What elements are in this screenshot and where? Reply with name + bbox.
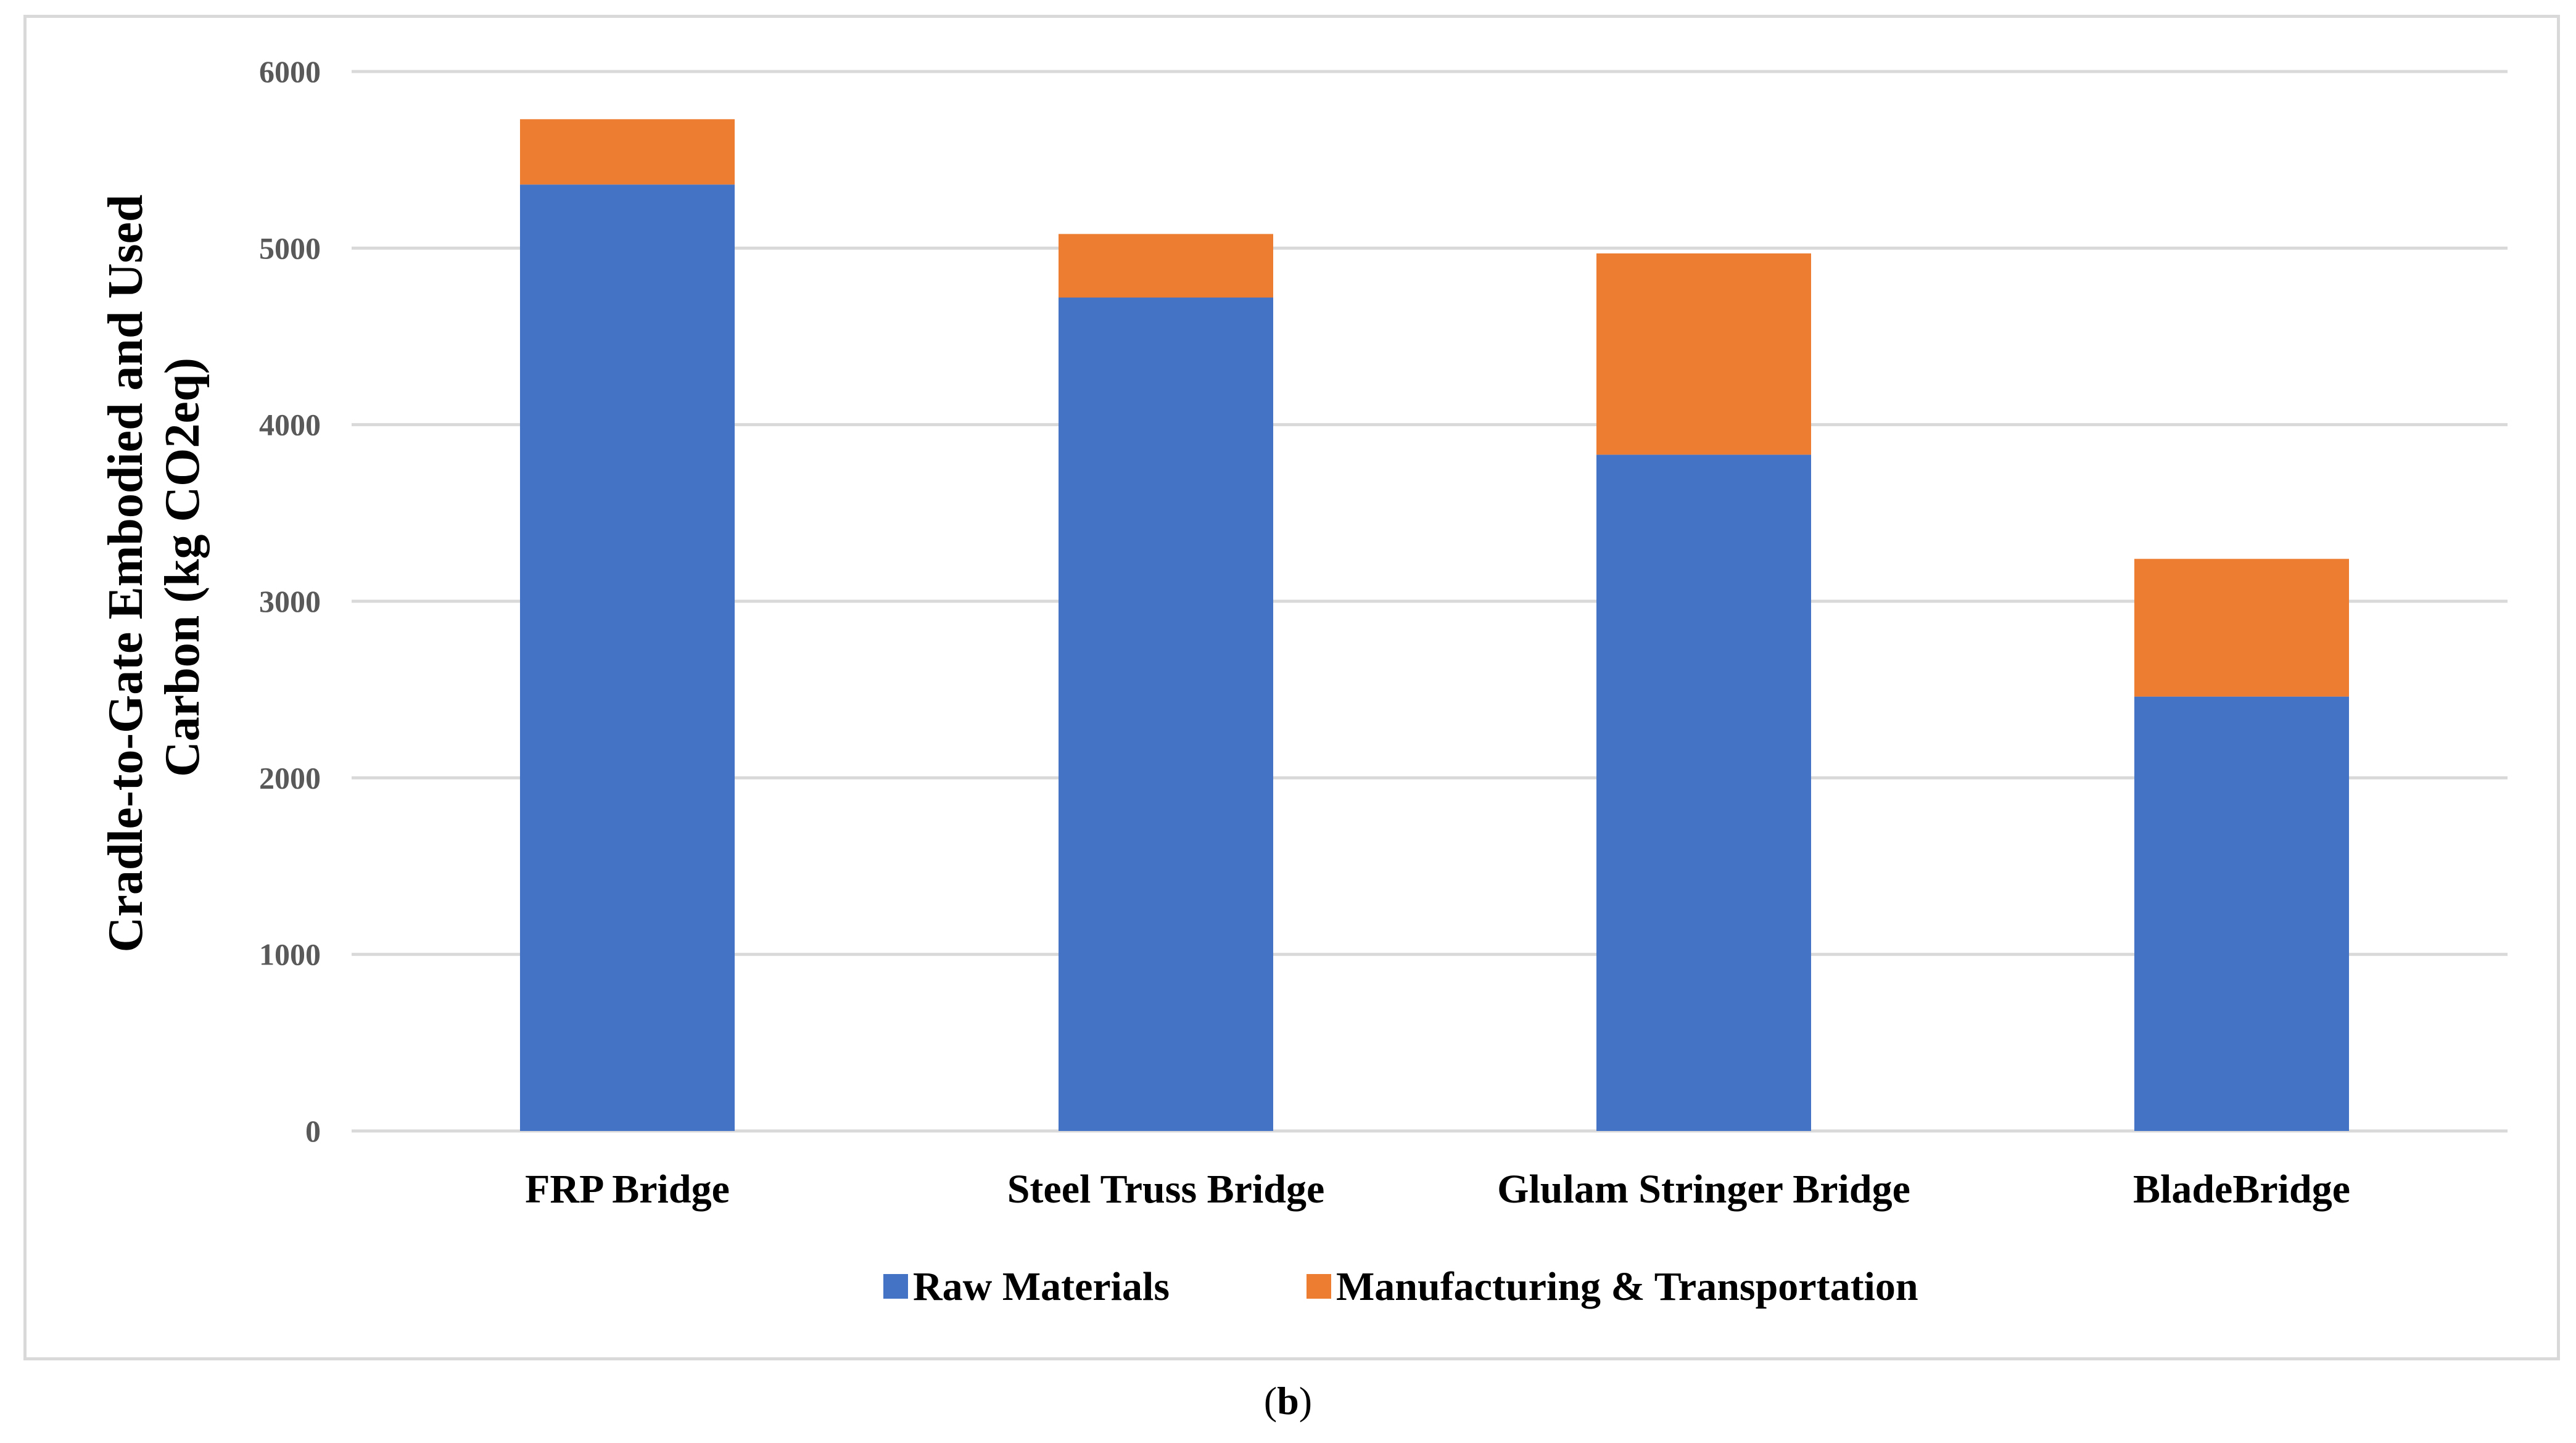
- bar-manufacturing-transportation-3: [1596, 253, 1811, 455]
- stacked-bar-chart: 0 1000 2000 3000 4000 5000 6000 FRP Bridge Stee…: [99, 54, 2508, 1309]
- caption-letter: b: [1277, 1379, 1299, 1423]
- figure-caption: (b): [0, 1378, 2576, 1424]
- x-axis-categories: FRP Bridge Steel Truss Bridge Glulam Strin…: [525, 1167, 2350, 1212]
- bar-manufacturing-transportation-1: [520, 119, 735, 185]
- y-tick-label: 4000: [259, 408, 321, 442]
- bars: [520, 119, 2349, 1132]
- x-category-label: BladeBridge: [2133, 1167, 2350, 1212]
- x-category-label: Steel Truss Bridge: [1007, 1167, 1325, 1212]
- y-axis-label-line-1: Cradle-to-Gate Embodied and Used: [99, 195, 153, 953]
- bar-manufacturing-transportation-2: [1059, 234, 1273, 298]
- y-axis-ticks: 0 1000 2000 3000 4000 5000 6000: [259, 54, 321, 1148]
- chart-frame: [23, 15, 2560, 1360]
- legend-label-2: Manufacturing & Transportation: [1336, 1264, 1918, 1309]
- legend-swatch-2: [1307, 1274, 1331, 1299]
- legend-swatch-1: [883, 1274, 908, 1299]
- y-tick-label: 6000: [259, 54, 321, 89]
- bar-raw-materials-1: [520, 184, 735, 1132]
- x-category-label: Glulam Stringer Bridge: [1497, 1167, 1910, 1212]
- y-axis-label-line-2: Carbon (kg CO2eq): [155, 358, 210, 777]
- y-axis-label: Cradle-to-Gate Embodied and Used Carbon …: [99, 183, 210, 953]
- caption-open-paren: (: [1263, 1379, 1278, 1423]
- x-category-label: FRP Bridge: [525, 1167, 730, 1212]
- legend: Raw Materials Manufacturing & Transportat…: [883, 1264, 1918, 1309]
- bar-raw-materials-3: [1596, 454, 1811, 1132]
- caption-close-paren: ): [1298, 1379, 1313, 1423]
- bar-raw-materials-4: [2134, 696, 2349, 1131]
- y-tick-label: 1000: [259, 937, 321, 972]
- y-tick-label: 5000: [259, 231, 321, 265]
- y-tick-label: 0: [305, 1114, 321, 1148]
- bar-manufacturing-transportation-4: [2134, 559, 2349, 697]
- y-tick-label: 3000: [259, 584, 321, 619]
- y-tick-label: 2000: [259, 760, 321, 795]
- bar-raw-materials-2: [1059, 297, 1273, 1132]
- legend-label-1: Raw Materials: [913, 1264, 1170, 1309]
